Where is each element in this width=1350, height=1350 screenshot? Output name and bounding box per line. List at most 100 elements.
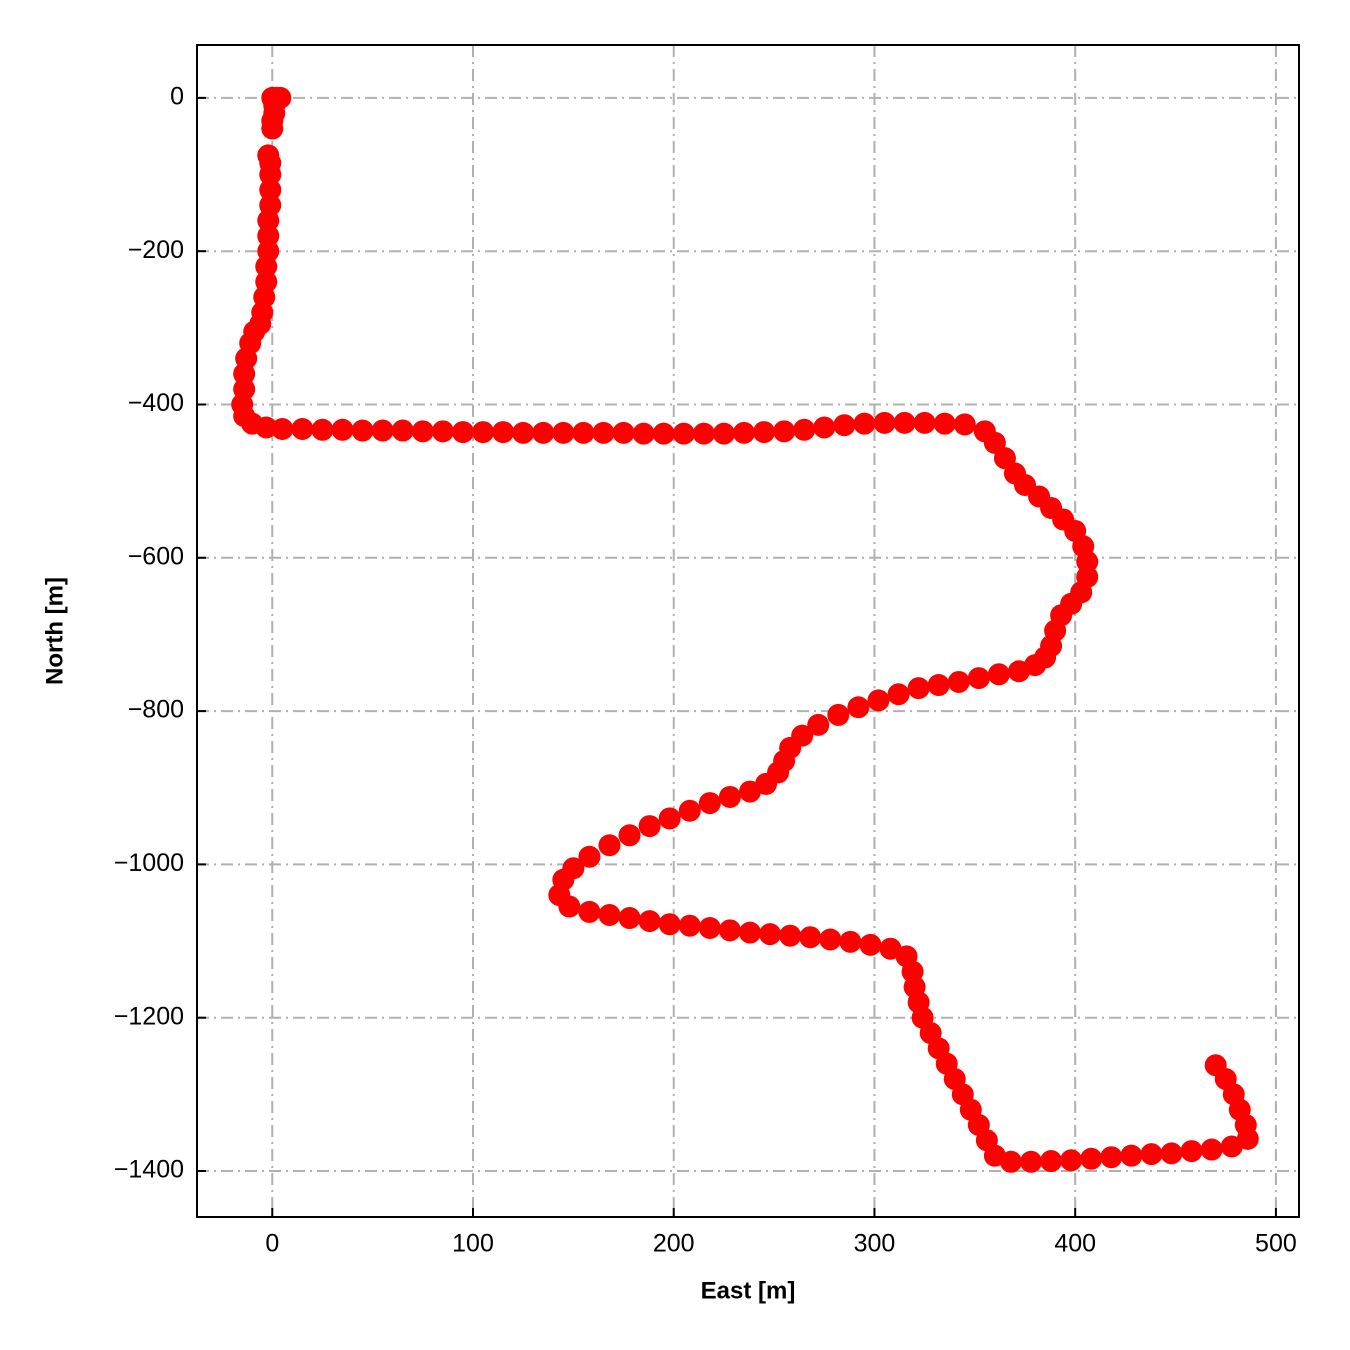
point (598, 834, 621, 857)
point (257, 209, 280, 232)
y-tick-label: −1200 (114, 1002, 184, 1030)
point (391, 419, 414, 442)
point (658, 807, 681, 830)
point (658, 913, 681, 936)
point (572, 421, 595, 444)
point (859, 933, 882, 956)
point (552, 421, 575, 444)
point (739, 921, 762, 944)
point (678, 799, 701, 822)
point (472, 421, 495, 444)
point (718, 919, 741, 942)
point (907, 677, 930, 700)
plot-frame (196, 44, 1300, 1218)
point (827, 703, 850, 726)
y-tick-label: −200 (128, 236, 184, 264)
point (887, 683, 910, 706)
point (311, 418, 334, 441)
point (773, 420, 796, 443)
point (967, 667, 990, 690)
x-tick-label: 100 (452, 1230, 494, 1258)
point (847, 696, 870, 719)
point (259, 163, 282, 186)
y-tick-label: −1000 (114, 849, 184, 877)
x-tick-label: 500 (1255, 1230, 1297, 1258)
x-tick-label: 300 (854, 1230, 896, 1258)
x-tick-label: 200 (653, 1230, 695, 1258)
point (839, 930, 862, 953)
point (331, 418, 354, 441)
y-tick-label: −1400 (114, 1156, 184, 1184)
point (953, 413, 976, 436)
point (718, 785, 741, 808)
point (947, 670, 970, 693)
point (578, 845, 601, 868)
point (233, 362, 256, 385)
y-tick-label: −600 (128, 542, 184, 570)
point (698, 792, 721, 815)
point (578, 900, 601, 923)
point (271, 418, 294, 441)
point (1140, 1143, 1163, 1166)
point (692, 422, 715, 445)
point (411, 420, 434, 443)
point (638, 910, 661, 933)
point (255, 255, 278, 278)
point (712, 422, 735, 445)
point (512, 421, 535, 444)
point (853, 412, 876, 435)
y-tick-label: −400 (128, 389, 184, 417)
point (913, 411, 936, 434)
point (1160, 1142, 1183, 1165)
point (1180, 1140, 1203, 1163)
point (492, 421, 515, 444)
point (598, 903, 621, 926)
point (753, 421, 776, 444)
point (793, 418, 816, 441)
point (632, 422, 655, 445)
point (612, 421, 635, 444)
point (1204, 1054, 1227, 1077)
point (1076, 550, 1099, 573)
point (799, 926, 822, 949)
point (678, 914, 701, 937)
y-axis-label: North [m] (41, 577, 68, 685)
point (807, 713, 830, 736)
point (257, 224, 280, 247)
x-tick-label: 0 (265, 1230, 279, 1258)
point (672, 422, 695, 445)
y-tick-label: 0 (170, 82, 184, 110)
point (779, 924, 802, 947)
point (1040, 1150, 1063, 1173)
point (1120, 1144, 1143, 1167)
point (371, 419, 394, 442)
point (739, 780, 762, 803)
point (813, 416, 836, 439)
point (451, 421, 474, 444)
point (638, 815, 661, 838)
point (351, 419, 374, 442)
point (1200, 1138, 1223, 1161)
point (261, 117, 284, 140)
point (873, 411, 896, 434)
point (833, 414, 856, 437)
point (819, 928, 842, 951)
point (759, 923, 782, 946)
x-axis-label: East [m] (701, 1277, 796, 1304)
y-tick-label: −800 (128, 696, 184, 724)
point (259, 178, 282, 201)
point (1100, 1146, 1123, 1169)
point (927, 674, 950, 697)
point (698, 917, 721, 940)
point (255, 416, 278, 439)
point (618, 824, 641, 847)
point (867, 689, 890, 712)
point (431, 420, 454, 443)
point (592, 421, 615, 444)
point (291, 418, 314, 441)
point (618, 907, 641, 930)
point (1007, 660, 1030, 683)
point (652, 422, 675, 445)
point (558, 895, 581, 918)
